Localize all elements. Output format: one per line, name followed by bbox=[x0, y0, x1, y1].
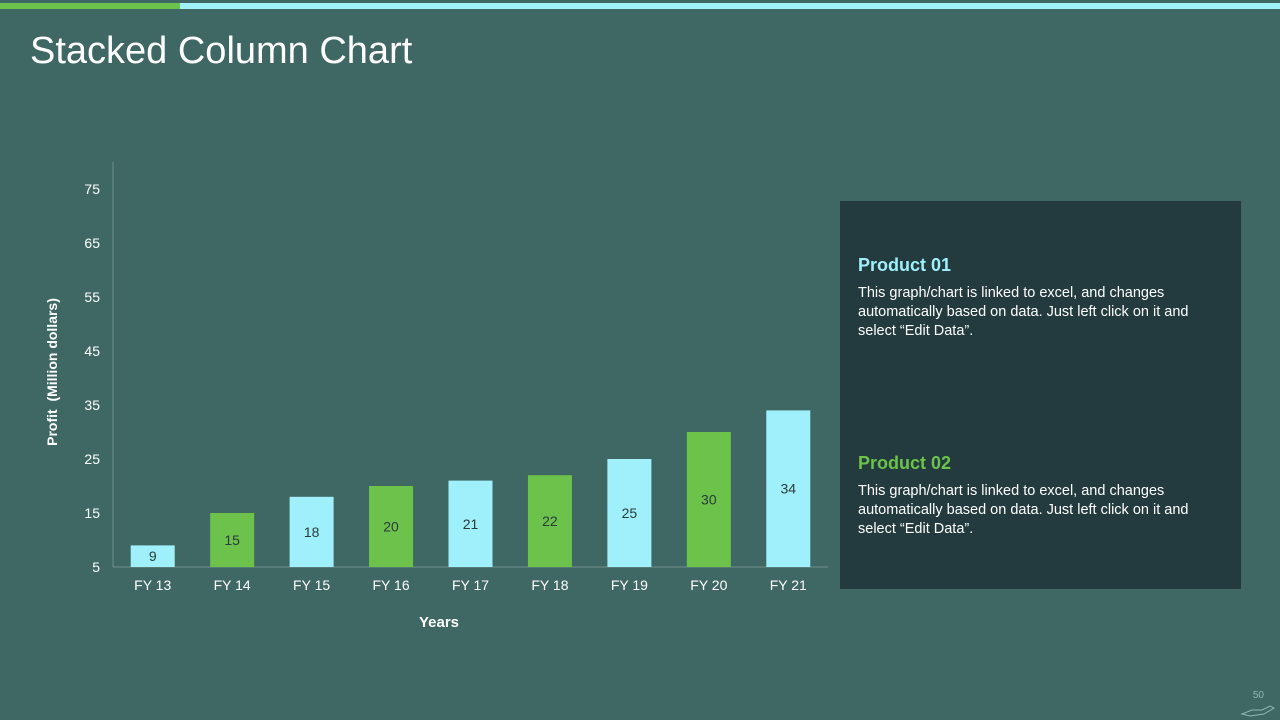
y-tick-label: 65 bbox=[84, 235, 100, 251]
x-tick-label: FY 15 bbox=[293, 577, 330, 593]
product-02-title: Product 02 bbox=[858, 453, 952, 473]
x-tick-label: FY 16 bbox=[373, 577, 410, 593]
product-01-block: Product 01 This graph/chart is linked to… bbox=[858, 255, 1228, 341]
bar-value-label: 15 bbox=[224, 532, 240, 548]
bar-fy-15 bbox=[289, 496, 334, 567]
x-tick-label: FY 17 bbox=[452, 577, 489, 593]
bar-value-label: 9 bbox=[149, 548, 157, 564]
x-tick-label: FY 18 bbox=[531, 577, 568, 593]
hand-logo-icon bbox=[1240, 705, 1276, 717]
x-tick-label: FY 21 bbox=[770, 577, 807, 593]
x-tick-label: FY 13 bbox=[134, 577, 171, 593]
bar-value-label: 25 bbox=[622, 505, 638, 521]
bar-fy-16 bbox=[369, 486, 414, 567]
bar-value-label: 20 bbox=[383, 519, 399, 535]
y-axis-title: Profit (Million dollars) bbox=[44, 298, 60, 446]
y-tick-label: 5 bbox=[92, 559, 100, 575]
y-tick-label: 35 bbox=[84, 397, 100, 413]
product-01-title: Product 01 bbox=[858, 255, 952, 275]
bar-value-label: 22 bbox=[542, 513, 558, 529]
bar-value-label: 21 bbox=[463, 516, 479, 532]
bar-fy-13 bbox=[130, 545, 175, 567]
y-tick-label: 25 bbox=[84, 451, 100, 467]
bar-value-label: 30 bbox=[701, 492, 717, 508]
x-tick-label: FY 14 bbox=[214, 577, 251, 593]
y-tick-label: 15 bbox=[84, 505, 100, 521]
bar-value-label: 18 bbox=[304, 524, 320, 540]
bar-fy-17 bbox=[448, 480, 493, 567]
slide-title: Stacked Column Chart bbox=[30, 30, 413, 72]
product-02-block: Product 02 This graph/chart is linked to… bbox=[858, 453, 1228, 539]
x-axis-title: Years bbox=[419, 614, 459, 631]
y-tick-label: 75 bbox=[84, 181, 100, 197]
product-01-description: This graph/chart is linked to excel, and… bbox=[858, 285, 1189, 339]
bar-fy-21 bbox=[766, 410, 811, 567]
x-tick-label: FY 19 bbox=[611, 577, 648, 593]
bar-fy-18 bbox=[527, 475, 572, 567]
legend-panel: Product 01 This graph/chart is linked to… bbox=[840, 201, 1241, 589]
top-accent-bar-green bbox=[0, 3, 180, 9]
product-02-description: This graph/chart is linked to excel, and… bbox=[858, 483, 1189, 537]
bar-fy-19 bbox=[607, 459, 652, 567]
x-tick-label: FY 20 bbox=[690, 577, 727, 593]
bar-fy-14 bbox=[210, 513, 255, 567]
y-tick-label: 55 bbox=[84, 289, 100, 305]
page-number: 50 bbox=[1252, 690, 1264, 701]
bar-value-label: 34 bbox=[780, 481, 796, 497]
y-tick-label: 45 bbox=[84, 343, 100, 359]
top-accent-bar-cyan bbox=[180, 3, 1280, 9]
bar-fy-20 bbox=[686, 432, 731, 567]
